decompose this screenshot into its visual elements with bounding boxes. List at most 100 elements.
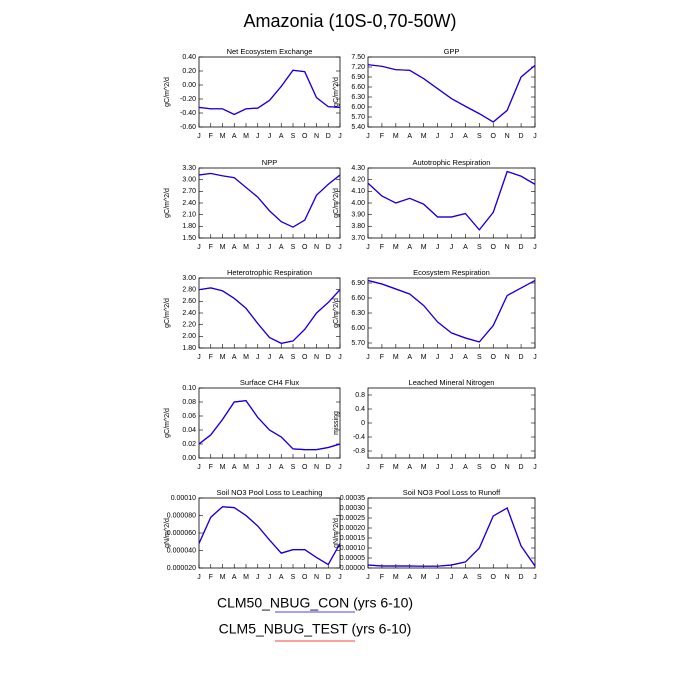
x-tick-label: M: [393, 133, 399, 140]
x-tick-label: M: [220, 464, 226, 471]
y-axis-label: missing: [333, 411, 340, 435]
x-tick-label: A: [232, 354, 237, 361]
x-tick-label: A: [407, 464, 412, 471]
series-line: [198, 399, 341, 451]
y-tick-label: 6.30: [351, 310, 365, 317]
x-tick-label: F: [209, 244, 213, 251]
x-tick-label: J: [197, 464, 201, 471]
x-tick-label: S: [291, 244, 296, 251]
y-tick-label: -0.40: [180, 110, 196, 117]
series-line: [198, 287, 341, 344]
y-axis-label: gC/m^2/d: [164, 408, 171, 438]
y-tick-label: 0.20: [182, 68, 196, 75]
x-tick-label: M: [421, 133, 427, 140]
y-tick-label: 0.02: [182, 441, 196, 448]
panel-title: GPP: [444, 47, 460, 56]
x-tick-label: A: [463, 244, 468, 251]
y-axis-label: gC/m^2/d: [333, 77, 340, 107]
x-tick-label: M: [220, 133, 226, 140]
y-tick-label: 6.00: [351, 104, 365, 111]
x-tick-label: M: [421, 244, 427, 251]
plot-frame: [367, 387, 536, 459]
y-tick-label: 6.30: [351, 94, 365, 101]
y-tick-label: -0.60: [180, 124, 196, 131]
x-tick-label: J: [256, 133, 260, 140]
x-tick-label: A: [279, 133, 284, 140]
x-tick-label: D: [326, 574, 331, 581]
y-tick-label: 2.80: [182, 287, 196, 294]
x-tick-label: J: [436, 464, 440, 471]
y-tick-label: 1.80: [182, 223, 196, 230]
y-tick-label: 0.000020: [167, 565, 196, 572]
x-tick-label: D: [519, 464, 524, 471]
x-tick-label: A: [407, 133, 412, 140]
x-tick-label: J: [533, 133, 537, 140]
x-tick-label: M: [243, 244, 249, 251]
x-tick-label: D: [326, 244, 331, 251]
x-tick-label: F: [380, 464, 384, 471]
x-tick-label: O: [302, 244, 308, 251]
x-tick-label: O: [491, 574, 497, 581]
x-tick-label: F: [209, 354, 213, 361]
y-tick-label: 0.00: [182, 82, 196, 89]
x-tick-label: D: [326, 133, 331, 140]
y-tick-label: -0.4: [353, 434, 365, 441]
x-tick-label: M: [220, 244, 226, 251]
y-tick-label: 0.00025: [340, 515, 365, 522]
y-tick-label: 4.30: [351, 165, 365, 172]
y-tick-label: 4.10: [351, 188, 365, 195]
x-tick-label: J: [436, 574, 440, 581]
y-tick-label: 0.00015: [340, 535, 365, 542]
y-tick-label: 2.00: [182, 333, 196, 340]
panel-title: Soil NO3 Pool Loss to Runoff: [403, 488, 501, 497]
y-tick-label: 2.40: [182, 200, 196, 207]
x-tick-label: J: [436, 354, 440, 361]
x-tick-label: A: [232, 464, 237, 471]
y-tick-label: 7.20: [351, 64, 365, 71]
x-tick-label: D: [519, 354, 524, 361]
x-tick-label: J: [450, 244, 454, 251]
x-tick-label: J: [533, 244, 537, 251]
x-tick-label: J: [197, 354, 201, 361]
x-tick-label: J: [450, 464, 454, 471]
plot-frame: [367, 497, 536, 569]
x-tick-label: J: [338, 574, 342, 581]
y-tick-label: 2.70: [182, 188, 196, 195]
y-tick-label: 6.90: [351, 280, 365, 287]
series-line: [198, 287, 341, 344]
x-tick-label: J: [366, 244, 370, 251]
y-tick-label: 0.000040: [167, 547, 196, 554]
x-tick-label: M: [393, 574, 399, 581]
x-tick-label: A: [463, 464, 468, 471]
y-axis-label: gN/m^2/d: [164, 518, 171, 548]
x-tick-label: N: [505, 244, 510, 251]
x-tick-label: D: [326, 464, 331, 471]
y-tick-label: 0.00020: [340, 525, 365, 532]
y-tick-label: 6.60: [351, 295, 365, 302]
x-tick-label: F: [380, 574, 384, 581]
x-tick-label: A: [407, 574, 412, 581]
x-tick-label: O: [491, 244, 497, 251]
x-tick-label: J: [268, 133, 272, 140]
series-line: [198, 172, 341, 228]
x-tick-label: A: [463, 354, 468, 361]
panel-title: Heterotrophic Respiration: [227, 268, 312, 277]
series-line: [198, 506, 341, 566]
x-tick-label: J: [533, 354, 537, 361]
legend-label: CLM5_NBUG_TEST (yrs 6-10): [219, 621, 412, 637]
y-tick-label: 7.50: [351, 54, 365, 61]
y-tick-label: 5.70: [351, 340, 365, 347]
x-tick-label: O: [491, 133, 497, 140]
x-tick-label: O: [491, 464, 497, 471]
y-tick-label: 3.80: [351, 223, 365, 230]
x-tick-label: J: [256, 574, 260, 581]
x-tick-label: J: [268, 574, 272, 581]
series-line: [367, 64, 536, 123]
x-tick-label: S: [291, 133, 296, 140]
y-tick-label: 2.10: [182, 212, 196, 219]
y-tick-label: 3.70: [351, 235, 365, 242]
series-line: [198, 172, 341, 228]
y-tick-label: 6.00: [351, 325, 365, 332]
x-tick-label: J: [533, 464, 537, 471]
